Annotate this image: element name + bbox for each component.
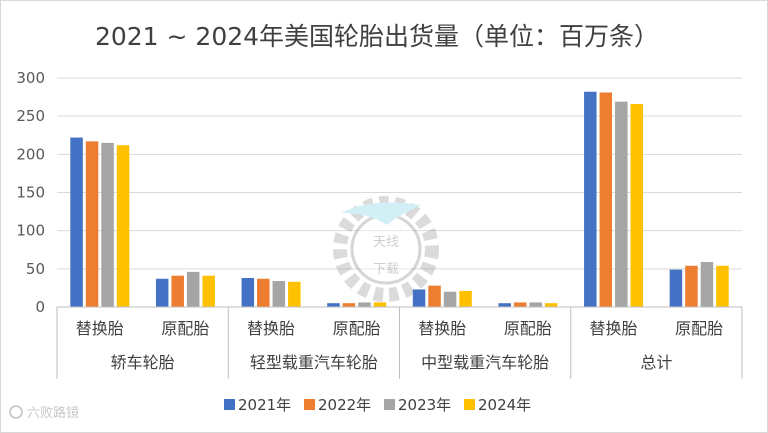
bar bbox=[630, 103, 644, 307]
x-category-label: 替换胎 bbox=[76, 319, 124, 338]
legend-label: 2021年 bbox=[238, 396, 291, 414]
bar bbox=[327, 303, 340, 307]
bar bbox=[685, 265, 698, 307]
legend-label: 2023年 bbox=[398, 396, 451, 414]
bar bbox=[272, 281, 286, 307]
bar bbox=[498, 303, 511, 307]
y-tick-label: 150 bbox=[16, 184, 45, 202]
bar bbox=[373, 302, 387, 307]
watermark-badge-top: 天线 bbox=[373, 235, 399, 250]
watermark-logo-icon bbox=[9, 405, 23, 419]
y-tick-label: 300 bbox=[16, 69, 45, 87]
gear-badge-icon: 天线 下载 bbox=[333, 196, 439, 302]
bar bbox=[358, 302, 371, 307]
y-tick-label: 100 bbox=[16, 222, 45, 240]
bar bbox=[342, 303, 356, 307]
legend-swatch bbox=[304, 399, 315, 410]
y-axis-ticks: 0 50 100 150 200 250 300 bbox=[16, 69, 45, 316]
bar bbox=[615, 101, 628, 307]
bar bbox=[459, 290, 472, 307]
y-tick-label: 50 bbox=[26, 260, 45, 278]
x-group-label: 中型载重汽车轮胎 bbox=[421, 353, 549, 372]
bar bbox=[171, 275, 184, 307]
x-group-label: 总计 bbox=[640, 353, 672, 372]
x-group-label: 轻型载重汽车轮胎 bbox=[250, 353, 378, 372]
y-tick-label: 250 bbox=[16, 107, 45, 125]
bar bbox=[155, 278, 169, 307]
x-group-label: 轿车轮胎 bbox=[111, 353, 175, 372]
legend: 2021年 2022年 2023年 2024年 bbox=[224, 396, 531, 414]
legend-label: 2022年 bbox=[318, 396, 371, 414]
y-tick-label: 0 bbox=[35, 298, 45, 316]
bar bbox=[241, 277, 255, 307]
bar bbox=[412, 289, 426, 307]
bar bbox=[544, 303, 558, 307]
chart-title: 2021 ~ 2024年美国轮胎出货量（单位：百万条） bbox=[95, 22, 659, 51]
legend-swatch bbox=[384, 399, 395, 410]
bar bbox=[700, 261, 714, 307]
bar bbox=[257, 278, 270, 307]
bar bbox=[288, 281, 301, 307]
x-category-label: 原配胎 bbox=[333, 319, 381, 338]
bar bbox=[70, 137, 83, 307]
legend-swatch bbox=[464, 399, 475, 410]
bars bbox=[70, 91, 729, 308]
x-category-label: 替换胎 bbox=[247, 319, 295, 338]
bar bbox=[669, 269, 683, 307]
bar bbox=[599, 92, 613, 308]
bar bbox=[202, 275, 215, 307]
bar bbox=[116, 145, 130, 307]
bar bbox=[428, 285, 441, 307]
watermark: 六败路镜 bbox=[9, 405, 79, 421]
legend-swatch bbox=[224, 399, 235, 410]
watermark-text: 六败路镜 bbox=[27, 405, 79, 421]
x-category-label: 原配胎 bbox=[504, 319, 552, 338]
bar bbox=[443, 291, 457, 307]
watermark-badge-bottom: 下载 bbox=[373, 262, 399, 277]
bar bbox=[529, 302, 542, 307]
x-category-label: 替换胎 bbox=[418, 319, 466, 338]
bar bbox=[85, 141, 99, 307]
x-category-label: 替换胎 bbox=[590, 319, 638, 338]
bar bbox=[513, 302, 527, 307]
y-tick-label: 200 bbox=[16, 145, 45, 163]
bar bbox=[584, 91, 597, 308]
x-category-label: 原配胎 bbox=[161, 319, 209, 338]
x-category-label: 原配胎 bbox=[675, 319, 723, 338]
legend-label: 2024年 bbox=[478, 396, 531, 414]
grid-lines bbox=[57, 77, 742, 270]
bar bbox=[716, 265, 729, 307]
bar bbox=[101, 142, 114, 307]
bar bbox=[186, 271, 200, 307]
x-axis bbox=[56, 306, 743, 379]
